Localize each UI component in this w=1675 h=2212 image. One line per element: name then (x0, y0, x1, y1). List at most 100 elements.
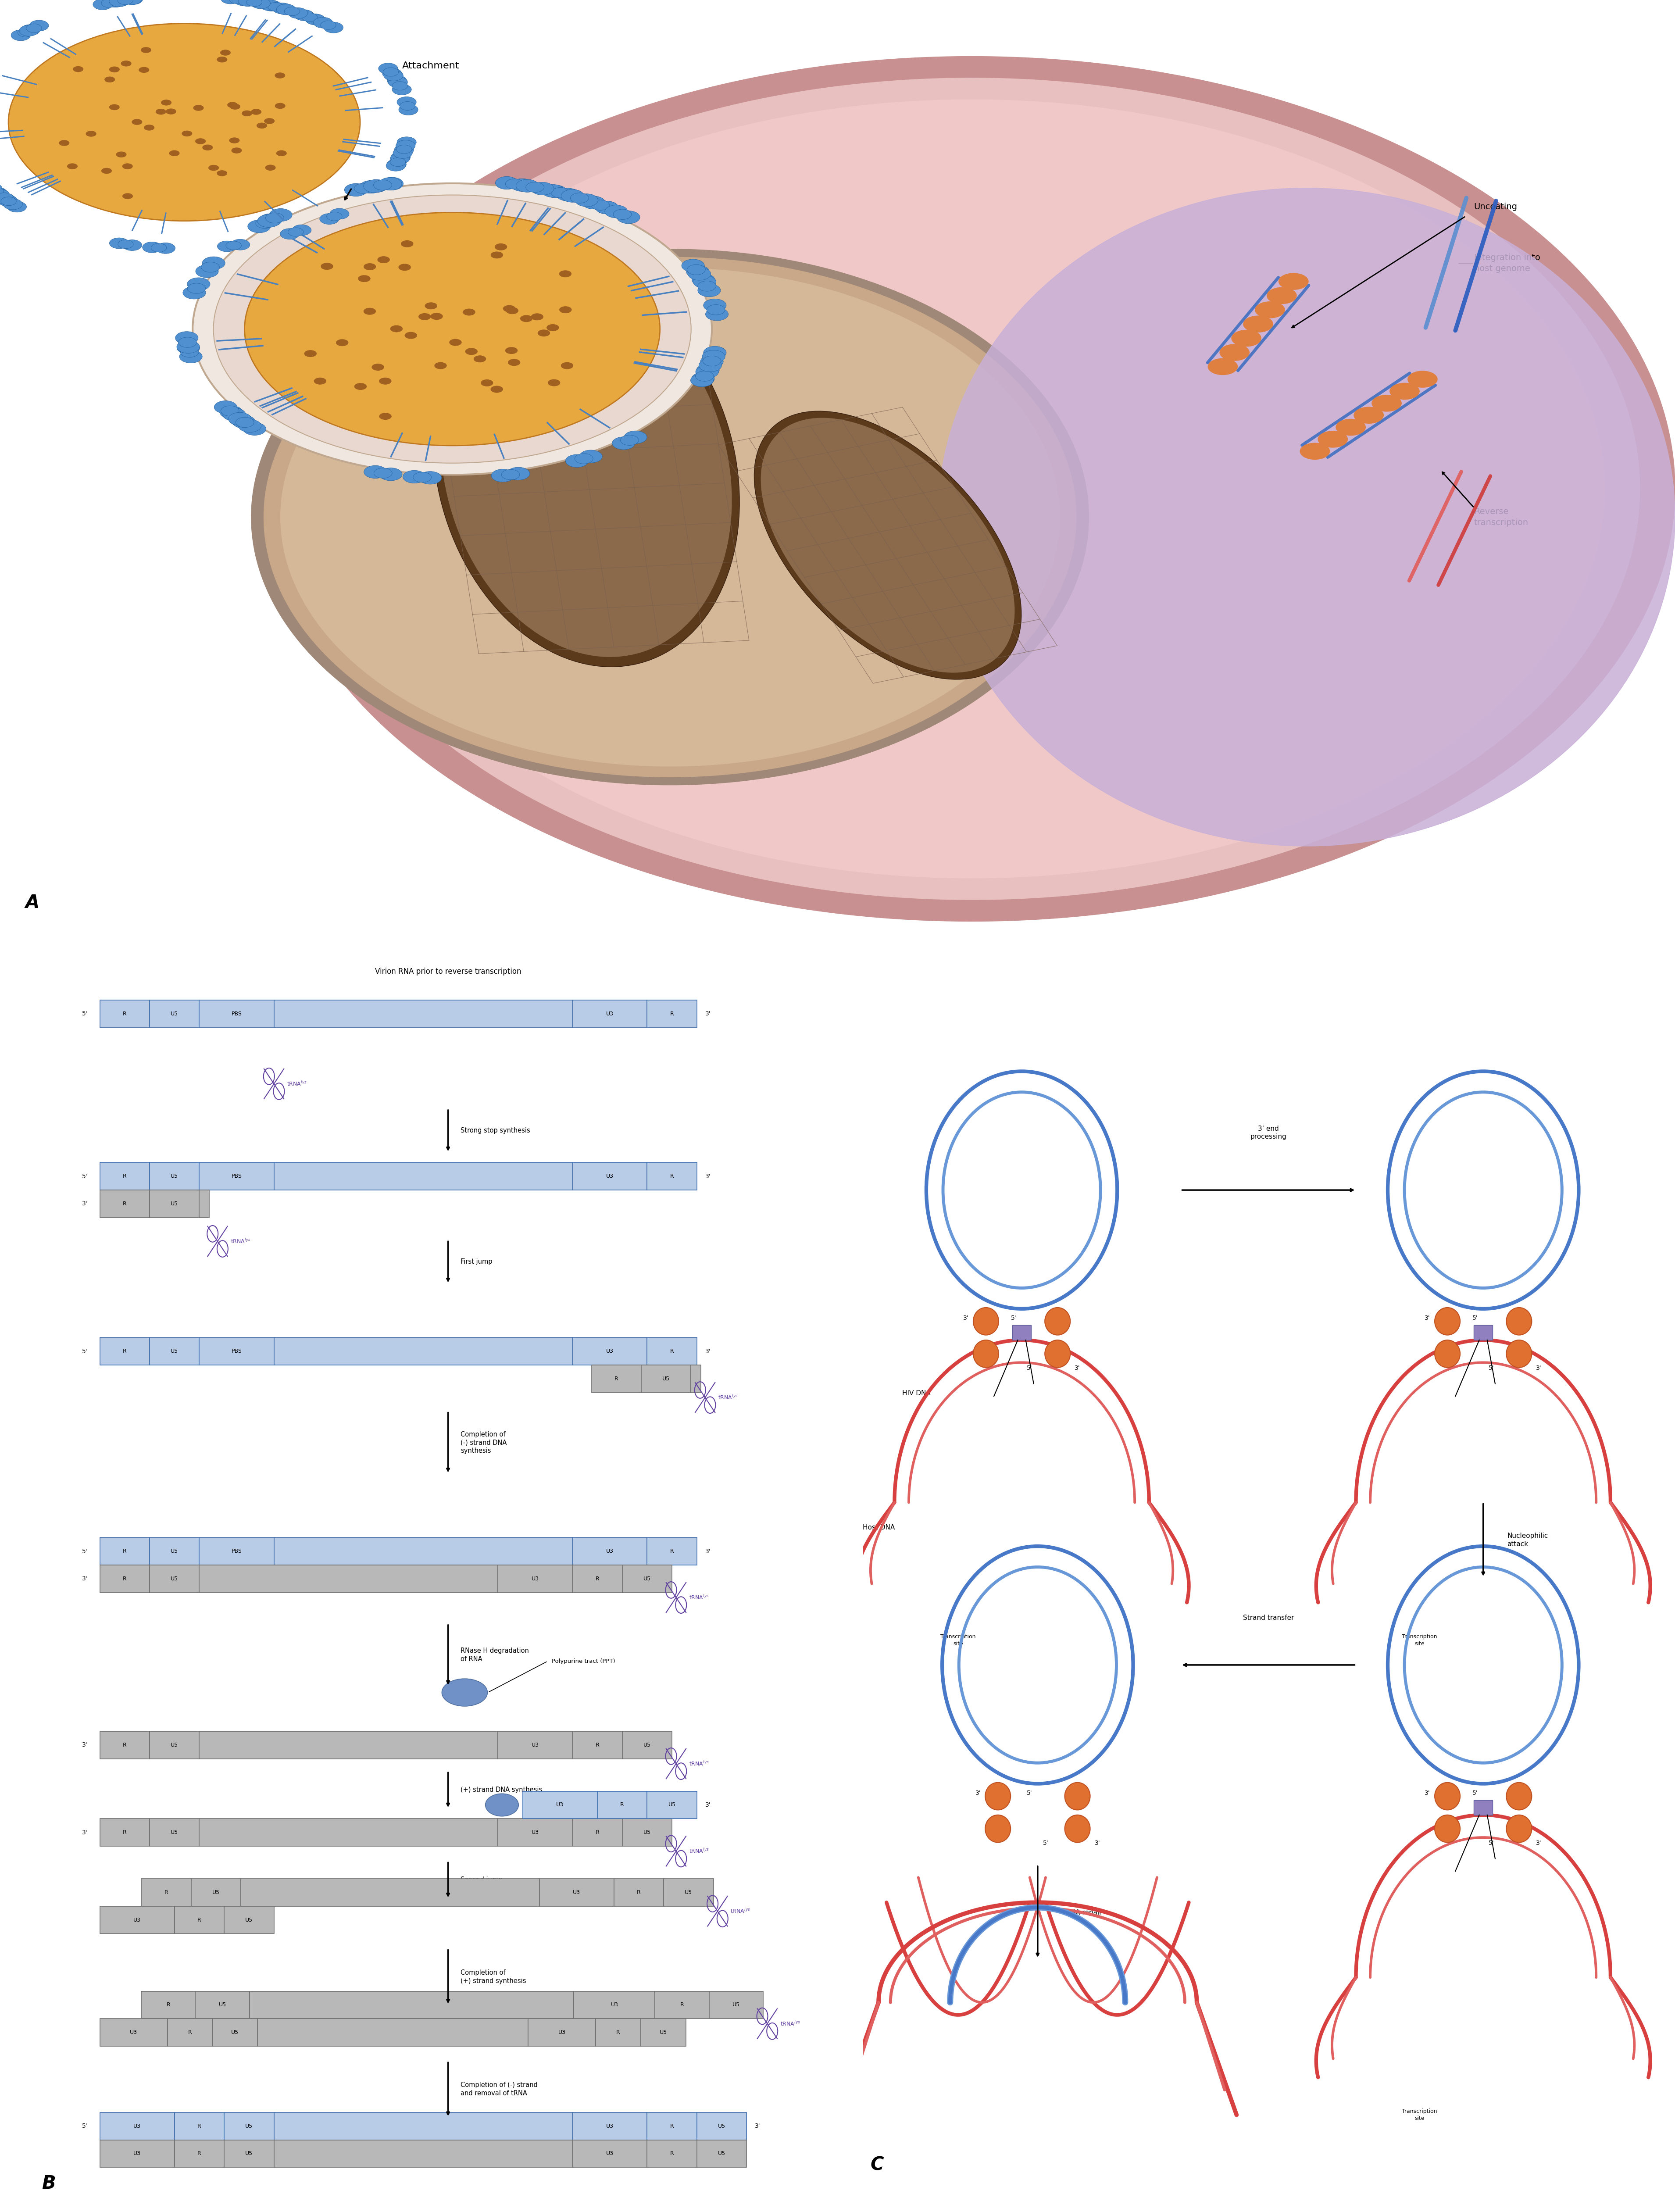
Text: B: B (42, 2174, 55, 2192)
Text: 5': 5' (82, 1548, 87, 1555)
Text: U3: U3 (606, 2150, 613, 2157)
Circle shape (605, 206, 628, 219)
Bar (149, 1732, 199, 1759)
Circle shape (111, 0, 129, 7)
Ellipse shape (985, 1814, 1010, 1843)
Circle shape (280, 228, 300, 239)
Circle shape (583, 197, 605, 208)
Text: 5': 5' (1012, 1314, 1017, 1321)
Circle shape (188, 283, 206, 294)
Polygon shape (303, 77, 1640, 900)
Bar (615, 1878, 663, 1907)
Text: U5: U5 (245, 2150, 253, 2157)
Circle shape (219, 49, 231, 55)
Bar (174, 2112, 224, 2139)
Bar (199, 1000, 275, 1029)
Bar (1012, 1325, 1032, 1340)
Bar (174, 2139, 224, 2168)
Circle shape (397, 146, 412, 153)
Circle shape (1255, 301, 1285, 319)
Circle shape (575, 453, 593, 465)
Text: tRNA$^{lys}$: tRNA$^{lys}$ (286, 1079, 307, 1088)
Circle shape (0, 184, 2, 195)
Bar (697, 2112, 747, 2139)
Circle shape (380, 177, 404, 190)
Text: R: R (595, 1575, 600, 1582)
Bar (621, 1818, 672, 1847)
Circle shape (704, 352, 722, 363)
Circle shape (231, 148, 241, 153)
Circle shape (117, 0, 132, 4)
Circle shape (178, 341, 199, 354)
Text: 3': 3' (975, 1790, 982, 1796)
Circle shape (0, 188, 8, 199)
Bar (575, 1991, 655, 2020)
Circle shape (449, 338, 462, 345)
Circle shape (2, 197, 17, 206)
Circle shape (385, 159, 405, 170)
Circle shape (221, 405, 240, 416)
Ellipse shape (442, 1679, 487, 1705)
Text: 3': 3' (1425, 1790, 1430, 1796)
Circle shape (697, 363, 719, 376)
Text: R: R (122, 1349, 127, 1354)
Circle shape (687, 265, 709, 279)
Circle shape (553, 188, 571, 199)
Text: A: A (25, 894, 39, 911)
Circle shape (223, 409, 246, 420)
Circle shape (213, 195, 692, 462)
Ellipse shape (486, 1794, 519, 1816)
Bar (100, 2020, 167, 2046)
Circle shape (1335, 418, 1365, 436)
Text: 3': 3' (705, 1172, 710, 1179)
Circle shape (226, 241, 241, 250)
Polygon shape (251, 250, 1089, 785)
Circle shape (616, 210, 640, 223)
Circle shape (384, 69, 399, 77)
Text: U5: U5 (668, 1803, 675, 1807)
Circle shape (188, 279, 209, 290)
Circle shape (193, 184, 712, 476)
Text: U5: U5 (245, 1918, 253, 1922)
Circle shape (693, 274, 715, 288)
Text: 3': 3' (1425, 1314, 1430, 1321)
Text: 3': 3' (963, 1314, 968, 1321)
Circle shape (229, 414, 251, 425)
Text: U5: U5 (719, 2124, 725, 2128)
Text: 5': 5' (82, 2124, 87, 2130)
Circle shape (265, 117, 275, 124)
Bar (697, 2139, 747, 2168)
Bar (621, 1566, 672, 1593)
Circle shape (266, 212, 283, 223)
Circle shape (491, 385, 502, 394)
Circle shape (251, 0, 270, 9)
Text: Strong stop synthesis: Strong stop synthesis (461, 1128, 529, 1135)
Text: Uncoating: Uncoating (1474, 204, 1518, 210)
Circle shape (575, 195, 598, 206)
Text: Strand transfer: Strand transfer (1243, 1615, 1293, 1621)
Circle shape (139, 66, 149, 73)
Bar (573, 2139, 647, 2168)
Circle shape (229, 411, 248, 422)
Circle shape (3, 199, 22, 210)
Circle shape (531, 314, 543, 321)
Circle shape (245, 212, 660, 445)
Circle shape (355, 383, 367, 389)
Text: Completion of (-) strand
and removal of tRNA: Completion of (-) strand and removal of … (461, 2081, 538, 2097)
Bar (199, 1164, 275, 1190)
Bar (596, 2020, 642, 2046)
Bar (598, 1792, 647, 1818)
Text: 3': 3' (705, 1548, 710, 1555)
Text: R: R (188, 2031, 193, 2035)
Circle shape (704, 347, 727, 358)
Circle shape (501, 469, 519, 480)
Text: U3: U3 (134, 2124, 141, 2128)
Circle shape (295, 9, 313, 20)
Text: R: R (122, 1201, 127, 1208)
Circle shape (109, 104, 119, 111)
Bar (149, 1338, 199, 1365)
Circle shape (104, 77, 116, 82)
Polygon shape (268, 58, 1675, 920)
Circle shape (692, 274, 715, 285)
Bar (573, 1537, 647, 1566)
